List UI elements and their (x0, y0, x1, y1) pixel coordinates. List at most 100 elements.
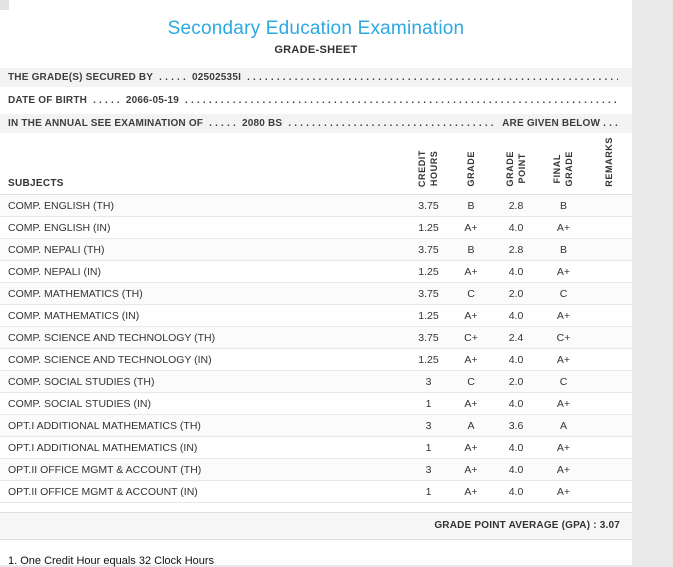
subject-cell: COMP. NEPALI (TH) (0, 238, 406, 261)
dot-leader: . . . . . . . . . . . . . . . . . . . . … (185, 95, 618, 106)
credit-hours-cell: 1 (406, 436, 451, 459)
info-label: IN THE ANNUAL SEE EXAMINATION OF (8, 118, 204, 129)
remarks-cell (586, 436, 632, 459)
final-grade-cell: B (541, 238, 586, 261)
subject-cell: COMP. MATHEMATICS (IN) (0, 304, 406, 327)
remarks-cell (586, 238, 632, 261)
subjects-column-header: SUBJECTS (0, 137, 406, 195)
final-grade-cell: C (541, 370, 586, 393)
grade-point-cell: 2.4 (491, 326, 541, 349)
grade-cell: A+ (451, 458, 491, 481)
subject-cell: OPT.II OFFICE MGMT & ACCOUNT (TH) (0, 458, 406, 481)
subject-cell: COMP. SOCIAL STUDIES (IN) (0, 392, 406, 415)
table-row: COMP. SCIENCE AND TECHNOLOGY (TH) 3.75 C+ 2… (0, 326, 632, 349)
grade-cell: A+ (451, 304, 491, 327)
header-row: SUBJECTS CREDIT HOURS GRADE GRADE POINT … (0, 137, 632, 195)
subject-cell: OPT.I ADDITIONAL MATHEMATICS (IN) (0, 436, 406, 459)
info-label: THE GRADE(S) SECURED BY (8, 72, 154, 83)
table-row: OPT.I ADDITIONAL MATHEMATICS (TH) 3 A 3.6 A (0, 414, 632, 437)
grade-point-column-header: GRADE POINT (491, 137, 541, 195)
grade-cell: A+ (451, 436, 491, 459)
gpa-summary: GRADE POINT AVERAGE (GPA) : 3.07 (0, 512, 632, 540)
grade-cell: C+ (451, 326, 491, 349)
credit-hours-cell: 1 (406, 392, 451, 415)
subject-cell: COMP. ENGLISH (IN) (0, 216, 406, 239)
grade-cell: A (451, 414, 491, 437)
credit-hours-cell: 3.75 (406, 326, 451, 349)
grade-cell: B (451, 194, 491, 217)
remarks-cell (586, 458, 632, 481)
dot-leader: . . . . . (93, 95, 120, 106)
table-row: COMP. SOCIAL STUDIES (TH) 3 C 2.0 C (0, 370, 632, 393)
grade-cell: A+ (451, 392, 491, 415)
grade-cell: A+ (451, 348, 491, 371)
credit-hours-cell: 3.75 (406, 194, 451, 217)
remarks-cell (586, 348, 632, 371)
grade-cell: B (451, 238, 491, 261)
grades-table-body: COMP. ENGLISH (TH) 3.75 B 2.8 B COMP. ENGLIS… (0, 194, 632, 503)
grade-cell: C (451, 370, 491, 393)
symbol-number-value: 02502535I (191, 72, 242, 83)
credit-hours-cell: 1 (406, 480, 451, 503)
grade-point-cell: 4.0 (491, 216, 541, 239)
remarks-label: REMARKS (603, 137, 614, 187)
dot-leader: . . . . . . . . . . . . . . . . . . . . … (247, 72, 618, 83)
table-row: COMP. MATHEMATICS (TH) 3.75 C 2.0 C (0, 282, 632, 305)
final-grade-cell: A+ (541, 260, 586, 283)
examination-year-value: 2080 BS (241, 118, 283, 129)
grade-point-cell: 2.8 (491, 194, 541, 217)
info-label: DATE OF BIRTH (8, 95, 88, 106)
info-line-date-of-birth: DATE OF BIRTH . . . . . 2066-05-19 . . .… (0, 91, 632, 110)
subject-cell: OPT.I ADDITIONAL MATHEMATICS (TH) (0, 414, 406, 437)
footnote: 1. One Credit Hour equals 32 Clock Hours (8, 555, 215, 567)
table-row: OPT.II OFFICE MGMT & ACCOUNT (IN) 1 A+ 4.0 A… (0, 480, 632, 503)
final-grade-column-header: FINAL GRADE (541, 137, 586, 195)
subject-cell: COMP. ENGLISH (TH) (0, 194, 406, 217)
table-row: COMP. MATHEMATICS (IN) 1.25 A+ 4.0 A+ (0, 304, 632, 327)
grade-sheet-page: Secondary Education Examination GRADE-SH… (0, 0, 632, 567)
final-grade-cell: C+ (541, 326, 586, 349)
grade-point-cell: 4.0 (491, 304, 541, 327)
info-line-examination-year: IN THE ANNUAL SEE EXAMINATION OF . . . .… (0, 114, 632, 133)
remarks-cell (586, 260, 632, 283)
subject-cell: COMP. SOCIAL STUDIES (TH) (0, 370, 406, 393)
grade-cell: A+ (451, 216, 491, 239)
subject-cell: OPT.II OFFICE MGMT & ACCOUNT (IN) (0, 480, 406, 503)
grade-point-cell: 2.0 (491, 282, 541, 305)
final-grade-cell: A+ (541, 458, 586, 481)
grade-point-label: GRADE POINT (504, 151, 527, 187)
table-row: COMP. ENGLISH (IN) 1.25 A+ 4.0 A+ (0, 216, 632, 239)
subject-cell: COMP. SCIENCE AND TECHNOLOGY (IN) (0, 348, 406, 371)
remarks-cell (586, 326, 632, 349)
credit-hours-cell: 3.75 (406, 282, 451, 305)
grade-label: GRADE (465, 151, 476, 187)
grade-column-header: GRADE (451, 137, 491, 195)
remarks-cell (586, 480, 632, 503)
credit-hours-cell: 3.75 (406, 238, 451, 261)
dot-leader: . . . . . . . . . . . . . . . . . . . . … (288, 118, 496, 129)
remarks-column-header: REMARKS (586, 137, 632, 195)
credit-hours-cell: 3 (406, 458, 451, 481)
grade-point-cell: 4.0 (491, 436, 541, 459)
remarks-cell (586, 414, 632, 437)
date-of-birth-value: 2066-05-19 (125, 95, 180, 106)
remarks-cell (586, 392, 632, 415)
grades-table: SUBJECTS CREDIT HOURS GRADE GRADE POINT … (0, 137, 632, 503)
grade-sheet-heading: GRADE-SHEET (274, 44, 358, 56)
credit-hours-cell: 3 (406, 370, 451, 393)
grade-point-cell: 4.0 (491, 458, 541, 481)
table-row: COMP. ENGLISH (TH) 3.75 B 2.8 B (0, 194, 632, 217)
dot-leader: . . . . . (209, 118, 236, 129)
table-row: OPT.II OFFICE MGMT & ACCOUNT (TH) 3 A+ 4.0 A… (0, 458, 632, 481)
final-grade-label: FINAL GRADE (552, 151, 575, 187)
final-grade-cell: A+ (541, 392, 586, 415)
info-line-grades-secured-by: THE GRADE(S) SECURED BY . . . . . 025025… (0, 68, 632, 87)
credit-hours-cell: 1.25 (406, 304, 451, 327)
grade-point-cell: 4.0 (491, 392, 541, 415)
subject-cell: COMP. MATHEMATICS (TH) (0, 282, 406, 305)
final-grade-cell: A+ (541, 216, 586, 239)
table-row: COMP. NEPALI (TH) 3.75 B 2.8 B (0, 238, 632, 261)
final-grade-cell: A+ (541, 436, 586, 459)
remarks-cell (586, 370, 632, 393)
grade-point-cell: 4.0 (491, 480, 541, 503)
